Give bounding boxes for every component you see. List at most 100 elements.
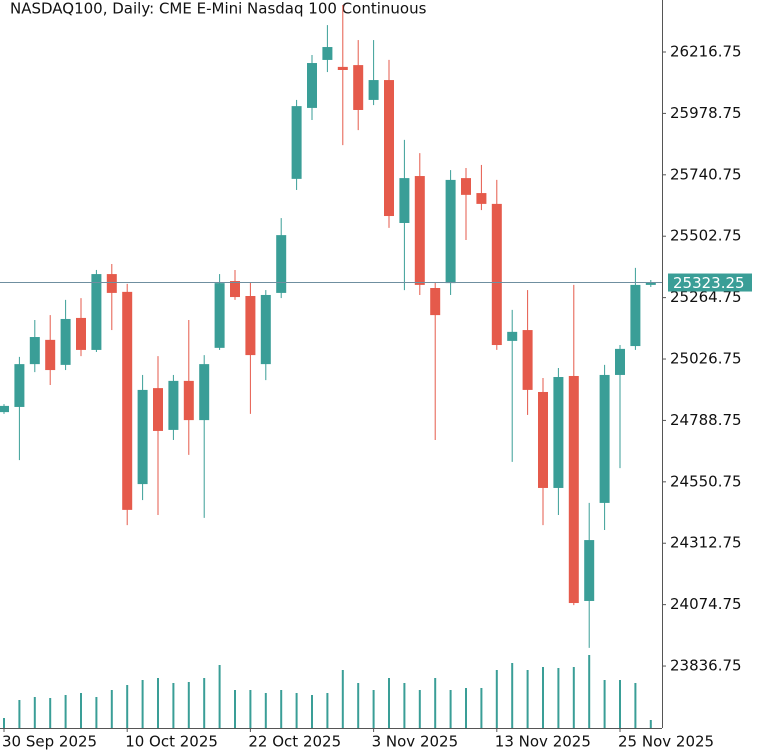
candle-body xyxy=(599,374,610,503)
candle-body xyxy=(276,235,287,293)
candle-body xyxy=(0,405,9,413)
volume-bar xyxy=(95,697,98,728)
volume-bar xyxy=(572,667,575,728)
candle-body xyxy=(153,388,163,431)
x-tick-label: 13 Nov 2025 xyxy=(495,733,591,750)
candle-body xyxy=(507,331,518,341)
x-tick-label: 30 Sep 2025 xyxy=(2,733,97,750)
volume-bar xyxy=(234,690,236,728)
volume-bar xyxy=(557,668,560,728)
candle-body xyxy=(14,364,25,407)
candle-body xyxy=(414,176,425,285)
candle-body xyxy=(461,178,471,195)
y-tick-label: 25264.75 xyxy=(670,288,742,306)
candle-body xyxy=(260,294,271,365)
volume-bar xyxy=(434,678,437,728)
y-tick-label: 24788.75 xyxy=(670,411,742,429)
candle-body xyxy=(122,291,133,510)
volume-bar xyxy=(619,680,621,728)
volume-bar xyxy=(588,655,591,728)
candle-body xyxy=(29,337,40,365)
candle-body xyxy=(91,274,102,350)
candle-body xyxy=(615,348,625,375)
volume-bar xyxy=(126,685,129,728)
candle-body xyxy=(45,339,56,371)
x-tick-label: 25 Nov 2025 xyxy=(618,733,714,750)
volume-bar xyxy=(603,680,606,728)
volume-bar xyxy=(372,690,375,728)
candle-body xyxy=(199,364,210,421)
y-tick-label: 25502.75 xyxy=(670,227,742,245)
candle-body xyxy=(645,282,656,285)
candle-body xyxy=(307,63,317,108)
y-tick-label: 23836.75 xyxy=(670,657,742,675)
volume-bar xyxy=(480,688,483,728)
y-tick-label: 25740.75 xyxy=(670,165,742,183)
candle-body xyxy=(538,391,548,488)
volume-bar xyxy=(3,718,5,728)
volume-bar xyxy=(465,688,467,728)
y-tick-label: 24550.75 xyxy=(670,472,742,490)
volume-bar xyxy=(326,693,329,728)
volume-bar xyxy=(403,683,406,728)
candle-body xyxy=(430,288,441,316)
volume-bar xyxy=(49,698,52,728)
x-tick-label: 22 Oct 2025 xyxy=(248,733,341,750)
volume-bar xyxy=(526,670,529,728)
volume-bar xyxy=(203,678,206,728)
volume-bar xyxy=(172,683,175,728)
candle-body xyxy=(60,318,71,365)
volume-bar xyxy=(388,678,390,728)
candle-body xyxy=(491,203,502,346)
last-price-label: 25323.25 xyxy=(673,274,745,292)
candle-body xyxy=(168,380,179,430)
y-tick-label: 24074.75 xyxy=(670,595,742,613)
y-tick-label: 25978.75 xyxy=(670,104,742,122)
candle-body xyxy=(183,380,194,421)
candle-body xyxy=(476,193,487,204)
volume-bar xyxy=(80,693,82,728)
volume-bar xyxy=(18,700,21,728)
volume-bar xyxy=(495,670,498,728)
candle-body xyxy=(384,80,394,217)
y-tick-label: 25026.75 xyxy=(670,350,742,368)
candle-body xyxy=(230,281,240,298)
candle-body xyxy=(568,375,579,604)
volume-bar xyxy=(64,695,67,728)
chart-title: NASDAQ100, Daily: CME E-Mini Nasdaq 100 … xyxy=(10,0,427,18)
volume-bar xyxy=(218,665,221,728)
candle-body xyxy=(445,179,456,284)
candle-body xyxy=(137,389,148,485)
volume-bar xyxy=(542,667,544,728)
volume-bar xyxy=(511,663,514,728)
candle-body xyxy=(353,65,364,110)
candle-body xyxy=(106,274,117,293)
volume-bar xyxy=(449,690,452,728)
last-price-box xyxy=(668,273,752,292)
volume-bar xyxy=(157,678,159,728)
candle-body xyxy=(553,377,564,488)
candle-body xyxy=(368,80,379,100)
volume-bar xyxy=(187,682,190,728)
volume-bar xyxy=(295,693,298,728)
volume-bar xyxy=(341,670,344,728)
volume-bar xyxy=(141,680,144,728)
volume-bar xyxy=(634,683,637,728)
x-tick-label: 10 Oct 2025 xyxy=(125,733,218,750)
volume-bar xyxy=(649,720,652,728)
volume-bar xyxy=(33,697,36,728)
candle-body xyxy=(245,296,256,356)
volume-bar xyxy=(110,690,113,728)
candle-body xyxy=(584,540,595,601)
candle-body xyxy=(214,283,225,348)
volume-bar xyxy=(249,690,252,728)
volume-bar xyxy=(311,695,313,728)
candle-body xyxy=(522,330,533,390)
candle-body xyxy=(630,284,641,347)
candle-body xyxy=(76,317,86,350)
candle-body xyxy=(291,106,302,179)
y-tick-label: 26216.75 xyxy=(670,43,742,61)
candle-body xyxy=(399,178,410,223)
